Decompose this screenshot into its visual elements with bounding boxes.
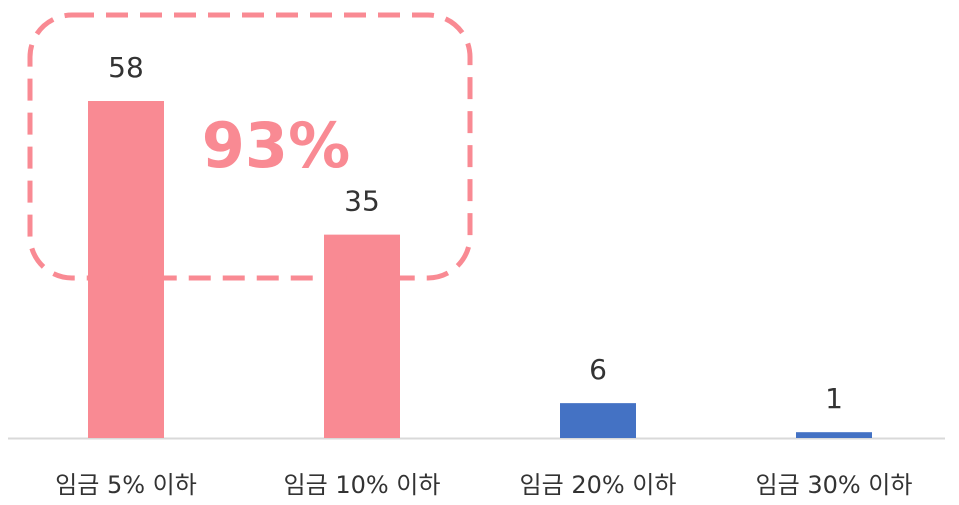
bar [560, 403, 636, 438]
x-tick-label: 임금 10% 이하 [284, 471, 441, 499]
value-label: 35 [344, 185, 380, 218]
highlight-box [27, 12, 473, 281]
bar [796, 432, 872, 438]
value-label: 58 [108, 51, 144, 84]
bar [88, 101, 164, 438]
value-label: 6 [589, 353, 607, 386]
value-label: 1 [825, 382, 843, 415]
bar [324, 234, 400, 438]
x-tick-label: 임금 5% 이하 [55, 471, 197, 499]
x-tick-label: 임금 20% 이하 [520, 471, 677, 499]
x-tick-label: 임금 30% 이하 [756, 471, 913, 499]
annotation: 93% [202, 109, 350, 182]
